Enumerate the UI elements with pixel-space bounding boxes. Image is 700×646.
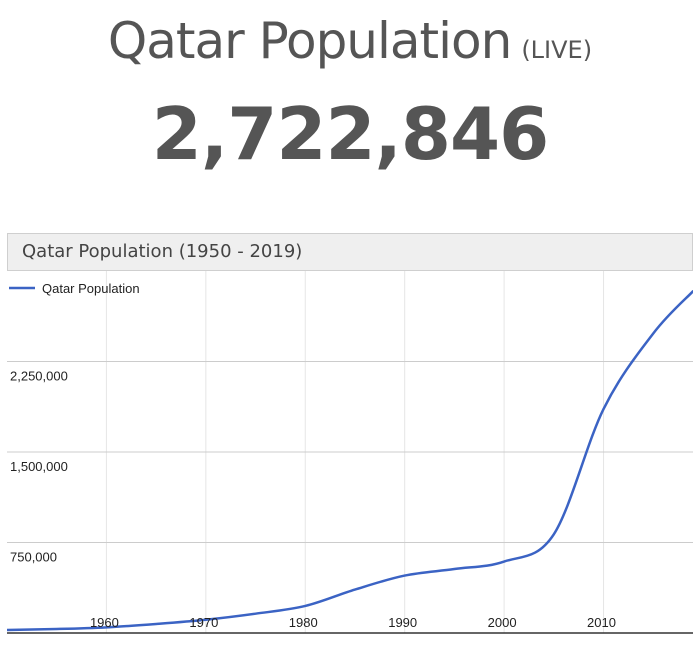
y-tick-label-750,000: 750,000 — [10, 550, 57, 565]
x-tick-label-1970: 1970 — [189, 615, 218, 630]
chart-title: Qatar Population (1950 - 2019) — [22, 241, 303, 262]
page-title-text: Qatar Population — [107, 12, 512, 70]
y-tick-label-2,250,000: 2,250,000 — [10, 369, 68, 384]
page-title: Qatar Population (LIVE) — [0, 12, 700, 70]
x-tick-label-1990: 1990 — [388, 615, 417, 630]
x-tick-label-1980: 1980 — [289, 615, 318, 630]
page-header: Qatar Population (LIVE) 2,722,846 — [0, 0, 700, 190]
x-tick-label-2010: 2010 — [587, 615, 616, 630]
chart-title-bar: Qatar Population (1950 - 2019) — [7, 233, 693, 271]
series-line-0 — [7, 290, 693, 632]
legend-label-0: Qatar Population — [42, 281, 140, 296]
chart-plot: 750,000 1,500,000 2,250,000 1960 1970 1980 199… — [7, 271, 693, 634]
population-chart: Qatar Population (1950 - 2019) 750,000 1,… — [7, 233, 693, 638]
live-label: (LIVE) — [521, 36, 593, 64]
x-tick-label-1960: 1960 — [90, 615, 119, 630]
x-tick-label-2000: 2000 — [488, 615, 517, 630]
y-tick-label-1,500,000: 1,500,000 — [10, 459, 68, 474]
population-counter: 2,722,846 — [151, 92, 549, 176]
